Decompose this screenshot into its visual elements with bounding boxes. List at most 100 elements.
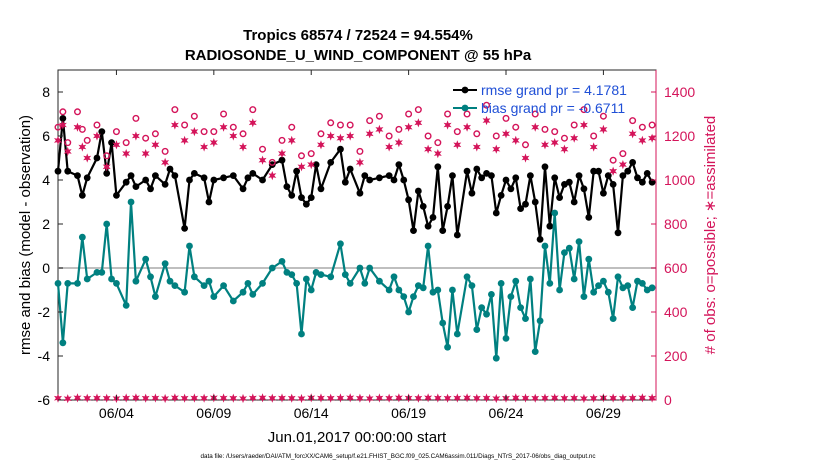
data-point-bias — [346, 280, 354, 287]
data-point-bias — [561, 249, 568, 256]
obs-assimilated-marker — [589, 393, 598, 403]
data-point-bias — [356, 264, 364, 272]
data-point-bias — [366, 264, 374, 272]
data-point-bias — [200, 282, 208, 289]
obs-assimilated-marker — [317, 140, 325, 150]
data-point-bias — [502, 335, 510, 342]
obs-assimilated-marker — [638, 393, 647, 403]
obs-possible-marker — [638, 123, 646, 131]
data-point-bias — [434, 286, 442, 294]
obs-assimilated-marker — [609, 166, 618, 176]
obs-assimilated-marker — [326, 393, 335, 403]
obs-assimilated-marker — [589, 142, 598, 152]
obs-possible-marker — [171, 106, 179, 114]
data-point-bias — [624, 282, 632, 289]
data-point-bias — [293, 280, 301, 287]
data-point-rmse — [595, 167, 602, 175]
series-bias — [54, 198, 656, 362]
data-point-rmse — [161, 181, 169, 188]
obs-possible-marker — [434, 139, 442, 147]
data-point-rmse — [346, 165, 354, 173]
obs-possible-marker — [551, 128, 559, 136]
obs-possible-marker — [307, 150, 315, 158]
obs-possible-marker — [259, 145, 267, 153]
data-point-bias — [483, 310, 490, 318]
obs-assimilated-marker — [170, 393, 179, 403]
data-point-rmse — [604, 172, 612, 180]
data-point-rmse — [132, 183, 140, 191]
obs-assimilated-marker — [112, 140, 121, 150]
data-point-bias — [492, 354, 500, 362]
data-point-bias — [186, 242, 193, 250]
obs-assimilated-marker — [58, 120, 67, 130]
data-point-bias — [244, 280, 252, 287]
data-point-rmse — [74, 172, 81, 180]
obs-possible-marker — [580, 106, 588, 114]
obs-assimilated-marker — [394, 138, 403, 148]
obs-assimilated-marker — [63, 146, 72, 156]
y-left-tick-label: 6 — [42, 128, 50, 144]
obs-assimilated-marker — [239, 142, 247, 152]
obs-assimilated-marker — [385, 142, 394, 152]
data-point-rmse — [210, 176, 218, 184]
obs-possible-marker — [619, 150, 627, 158]
obs-assimilated-marker — [317, 393, 325, 403]
obs-assimilated-marker — [355, 393, 364, 403]
data-point-bias — [220, 282, 227, 289]
data-point-bias — [171, 282, 179, 289]
obs-assimilated-marker — [414, 118, 423, 128]
data-point-bias — [580, 293, 588, 300]
legend-rmse-marker — [461, 86, 469, 94]
data-point-bias — [103, 220, 111, 228]
data-point-bias — [161, 260, 169, 267]
obs-possible-marker — [142, 134, 150, 142]
obs-assimilated-marker — [560, 144, 569, 154]
y-axis-right-label: # of obs: o=possible; ∗=assimilated — [702, 116, 719, 355]
obs-possible-marker — [395, 125, 403, 133]
data-point-rmse — [478, 174, 486, 182]
series-rmse — [54, 115, 656, 243]
data-point-rmse — [497, 192, 505, 199]
obs-assimilated-marker — [219, 393, 228, 403]
data-point-rmse — [463, 167, 471, 175]
obs-assimilated-marker — [502, 129, 510, 139]
obs-assimilated-marker — [287, 135, 296, 145]
data-point-bias — [390, 273, 398, 281]
x-tick-label: 06/24 — [488, 405, 523, 421]
data-point-rmse — [638, 178, 646, 186]
obs-possible-marker — [424, 132, 432, 140]
obs-assimilated-marker — [239, 393, 247, 404]
obs-assimilated-marker — [54, 393, 62, 403]
y-right-tick-label: 1400 — [664, 84, 695, 100]
data-point-bias — [361, 280, 369, 287]
obs-possible-marker — [521, 141, 529, 149]
obs-possible-marker — [132, 114, 140, 122]
obs-assimilated-marker — [570, 393, 579, 403]
data-point-rmse — [634, 174, 641, 182]
obs-assimilated-marker — [93, 393, 101, 403]
data-point-rmse — [113, 192, 120, 199]
data-point-bias — [147, 273, 154, 281]
obs-assimilated-marker — [628, 393, 637, 403]
data-point-rmse — [307, 194, 315, 202]
data-point-rmse — [473, 165, 481, 173]
data-point-rmse — [492, 209, 500, 217]
data-point-bias — [113, 280, 120, 287]
obs-assimilated-marker — [200, 393, 209, 403]
data-point-rmse — [376, 174, 383, 182]
obs-assimilated-marker — [463, 122, 471, 132]
obs-assimilated-marker — [482, 393, 491, 403]
data-point-rmse — [468, 189, 476, 197]
obs-possible-marker — [229, 123, 237, 131]
obs-assimilated-marker — [472, 142, 481, 152]
obs-assimilated-marker — [648, 393, 657, 403]
data-point-rmse — [570, 198, 578, 206]
data-point-bias — [259, 280, 266, 287]
obs-possible-marker — [181, 121, 189, 129]
obs-assimilated-marker — [433, 149, 442, 159]
obs-assimilated-marker — [151, 393, 160, 403]
obs-assimilated-marker — [151, 140, 160, 150]
series-obs-assimilated — [54, 116, 657, 181]
data-point-bias — [449, 286, 456, 294]
data-point-bias — [327, 273, 335, 281]
